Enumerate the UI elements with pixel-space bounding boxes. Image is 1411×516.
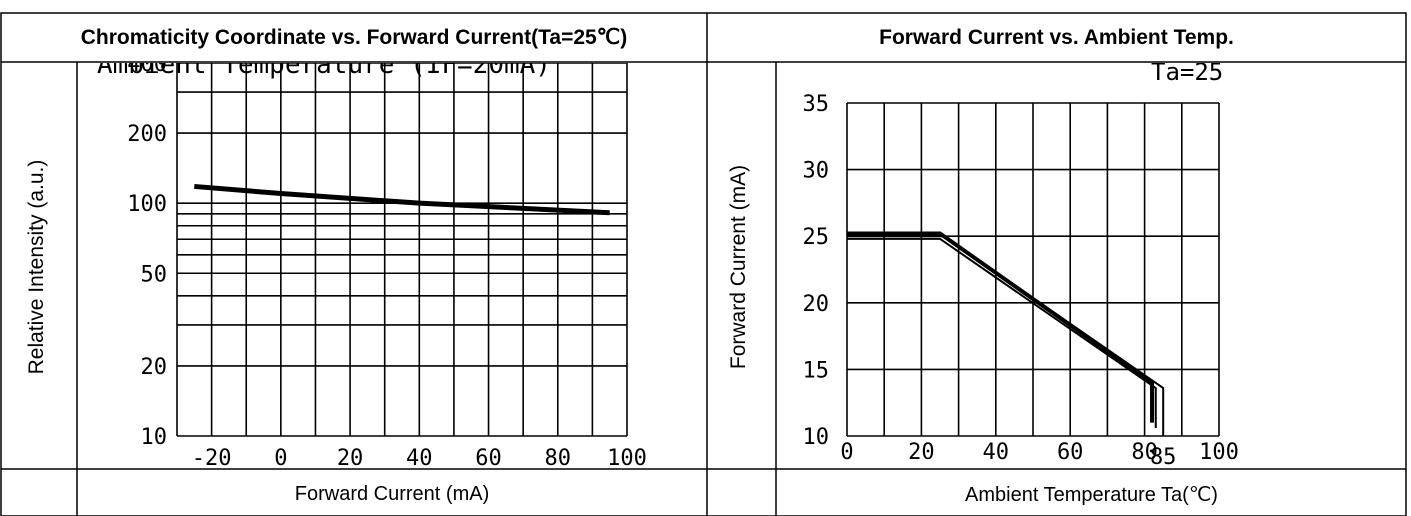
- right-y-tick-label: 30: [803, 159, 830, 184]
- left-y-axis-label: Relative Intensity (a.u.): [25, 159, 48, 375]
- right-y-tick-label: 15: [803, 358, 830, 383]
- left-y-tick-label: 400: [127, 63, 167, 77]
- right-x-tick-label: 85: [1150, 445, 1177, 468]
- left-chart-title: Chromaticity Coordinate vs. Forward Curr…: [80, 26, 628, 49]
- right-series-line: [847, 237, 1157, 429]
- left-x-tick-label: 20: [337, 446, 364, 468]
- left-series-line: [194, 183, 610, 216]
- right-annotation-text: Ta=25: [1151, 63, 1223, 86]
- right-y-axis-label: Forward Current (mA): [727, 164, 750, 370]
- right-x-tick-label: 60: [1057, 440, 1084, 465]
- left-x-tick-label: 0: [274, 446, 287, 468]
- right-x-tick-label: 20: [908, 440, 935, 465]
- left-grid: [176, 63, 628, 437]
- left-x-tick-label: 40: [406, 446, 433, 468]
- left-x-tick-label: -20: [192, 446, 232, 468]
- right-chart-title: Forward Current vs. Ambient Temp.: [879, 25, 1234, 49]
- left-clipped-header-text: Ambient Temperature (IF=20mA): [97, 63, 551, 80]
- left-x-axis-label: Forward Current (mA): [294, 482, 490, 505]
- right-x-tick-label: 80: [1131, 440, 1158, 465]
- right-y-tick-label: 20: [803, 292, 830, 317]
- left-y-tick-label: 10: [141, 425, 168, 450]
- right-y-tick-label: 35: [803, 92, 830, 117]
- right-series-line: [847, 235, 1165, 436]
- left-y-tick-label: 50: [141, 262, 168, 287]
- right-y-tick-label: 10: [803, 425, 830, 450]
- right-y-tick-label: 25: [803, 225, 830, 250]
- right-x-tick-label: 0: [840, 440, 853, 465]
- left-y-tick-label: 200: [127, 122, 167, 147]
- left-x-tick-label: 100: [607, 446, 647, 468]
- right-x-tick-label: 100: [1199, 440, 1239, 465]
- left-y-tick-label: 20: [141, 355, 168, 380]
- right-series-line: [847, 231, 1155, 423]
- left-y-tick-label: 100: [127, 192, 167, 217]
- right-grid: [846, 102, 1220, 437]
- left-x-tick-label: 60: [475, 446, 502, 468]
- left-chart-plot: Ambient Temperature (IF=20mA) 10 20 50 100 2…: [97, 63, 647, 468]
- right-x-tick-label: 40: [983, 440, 1010, 465]
- left-x-tick-label: 80: [545, 446, 572, 468]
- right-x-axis-label: Ambient Temperature Ta(℃): [965, 483, 1218, 506]
